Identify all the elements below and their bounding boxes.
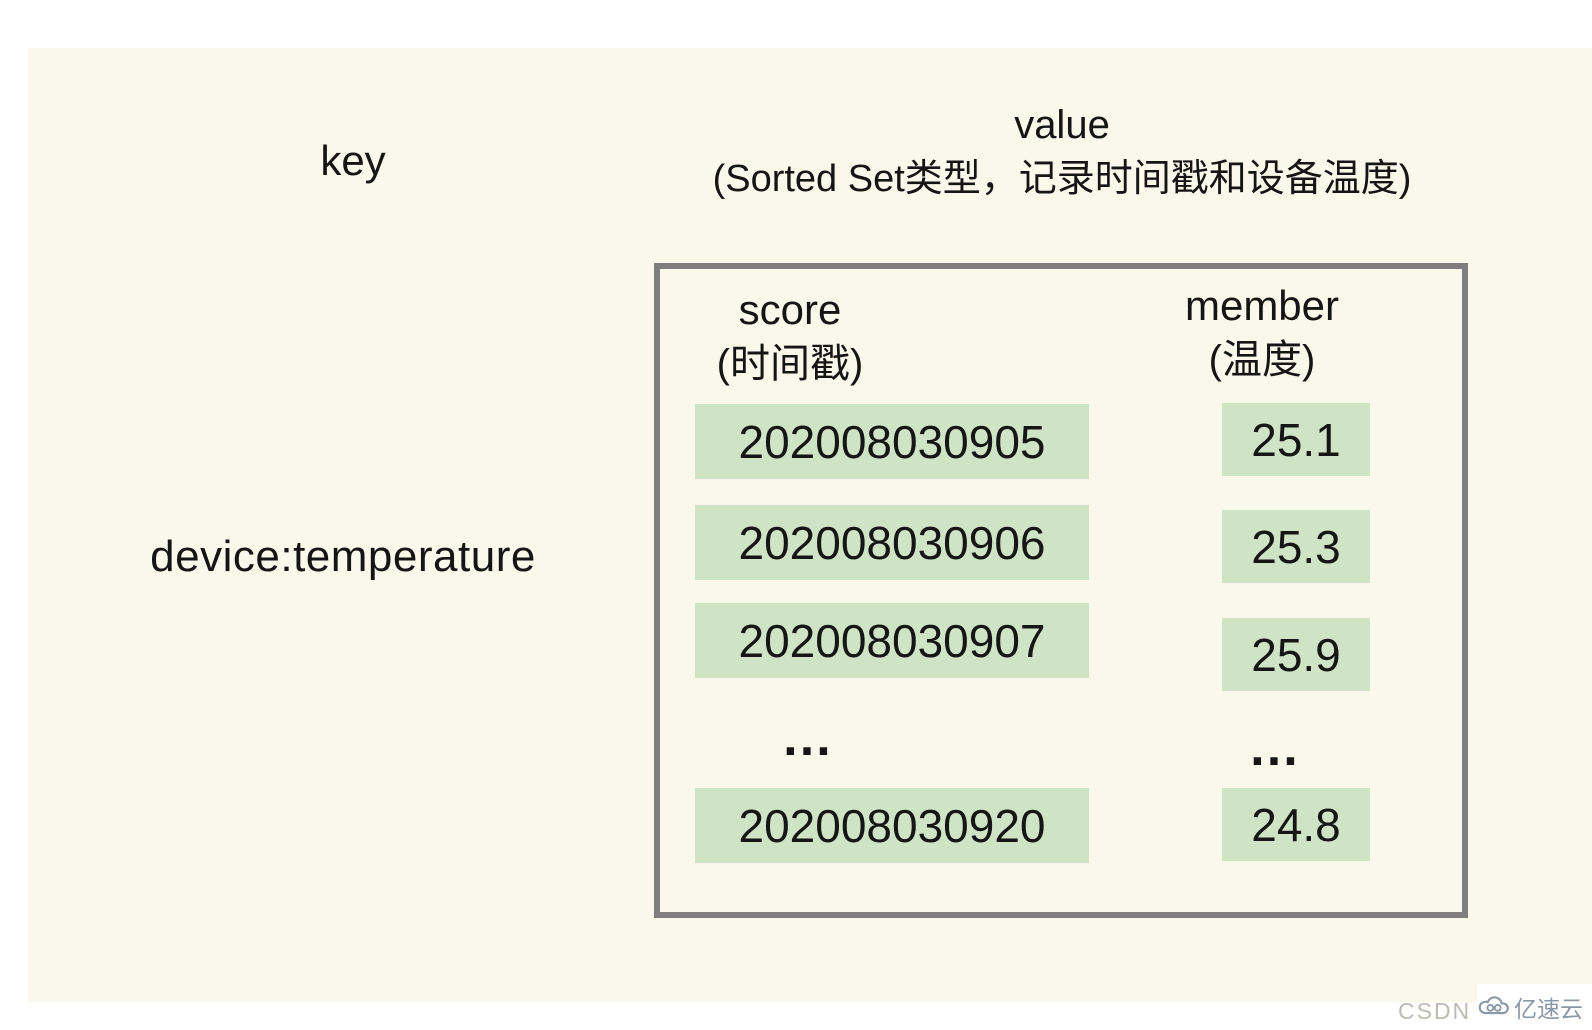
value-title-text: value: [1014, 103, 1110, 147]
member-cell: 25.1: [1222, 403, 1370, 476]
value-subtitle-text: (Sorted Set类型，记录时间戳和设备温度): [712, 158, 1412, 201]
score-cell: 202008030920: [695, 788, 1089, 863]
score-cell: 202008030906: [695, 505, 1089, 580]
score-cell: 202008030905: [695, 404, 1089, 479]
score-cell: 202008030907: [695, 603, 1089, 678]
member-cell: 24.8: [1222, 788, 1370, 861]
value-column-title: value (Sorted Set类型，记录时间戳和设备温度): [612, 98, 1512, 206]
score-subheader-text: (时间戳): [716, 341, 864, 386]
member-header-text: member: [1184, 282, 1340, 329]
score-column-header: score (时间戳): [660, 283, 920, 390]
score-ellipsis: …: [781, 709, 839, 767]
cloud-icon: [1477, 992, 1511, 1023]
member-cell: 25.3: [1222, 510, 1370, 583]
member-ellipsis: …: [1248, 719, 1306, 777]
score-header-text: score: [738, 286, 842, 333]
member-subheader-text: (温度): [1208, 337, 1316, 382]
member-cell: 25.9: [1222, 618, 1370, 691]
sorted-set-box: [654, 263, 1468, 918]
yisu-cloud-logo: 亿速云: [1477, 984, 1592, 1030]
key-name: device:temperature: [150, 532, 536, 581]
member-column-header: member (温度): [1152, 279, 1372, 386]
yisu-cloud-logo-label: 亿速云: [1514, 996, 1583, 1022]
key-column-title: key: [320, 137, 386, 184]
